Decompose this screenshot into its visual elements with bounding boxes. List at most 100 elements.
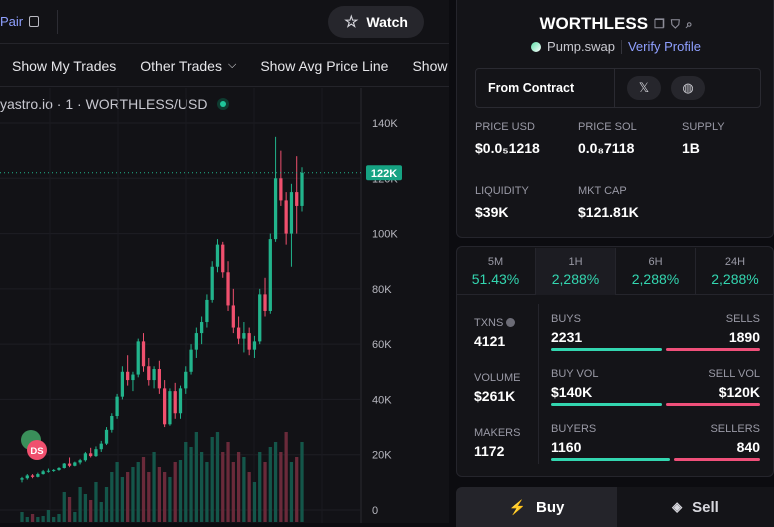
volume-bar xyxy=(242,457,246,522)
txns-value: 4121 xyxy=(474,333,506,349)
x-twitter-icon[interactable]: 𝕏 xyxy=(627,76,661,100)
volume-bar xyxy=(157,467,161,522)
timeframe-label: 6H xyxy=(648,256,663,268)
timeframe-1h[interactable]: 1H 2,288% xyxy=(536,248,616,295)
stat-label: MKT CAP xyxy=(578,185,627,197)
candle-body xyxy=(41,471,45,475)
volume-bar xyxy=(152,452,156,522)
chevron-down-icon: ⌵ xyxy=(227,59,237,71)
candle-body xyxy=(268,239,272,311)
pair-link[interactable]: Pair xyxy=(0,14,40,29)
volume-bar xyxy=(231,462,235,522)
buyers-bar xyxy=(551,458,670,461)
from-contract-button[interactable]: From Contract xyxy=(476,69,615,107)
sellers-value: 840 xyxy=(736,439,760,455)
candle-body xyxy=(57,467,61,470)
candle-body xyxy=(152,369,156,381)
stat-value: $39K xyxy=(475,204,509,220)
volume-bar xyxy=(173,462,177,522)
candle-body xyxy=(210,266,214,300)
volume-bar xyxy=(189,447,193,522)
candle-body xyxy=(295,192,299,206)
chart-toolbar: Show My Trades Other Trades ⌵ Show Avg Pr… xyxy=(0,45,449,87)
candle-body xyxy=(236,327,241,339)
watch-button[interactable]: ☆ Watch xyxy=(328,6,424,38)
timeframe-24h[interactable]: 24H 2,288% xyxy=(696,248,774,295)
buy-vol-value: $140K xyxy=(551,384,593,400)
candlestick-chart[interactable]: 140K120K100K80K60K40K20K0 122K DS xyxy=(0,88,449,523)
candle-body xyxy=(115,396,119,417)
token-sidebar: WORTHLESS ❐ ⛉ ⌕ Pump.swap Verify Profile… xyxy=(456,0,774,527)
verify-profile-link[interactable]: Verify Profile xyxy=(627,39,701,54)
volume-bar xyxy=(236,452,241,522)
volume-bar xyxy=(194,432,198,522)
volume-bar xyxy=(252,482,257,522)
candle-body xyxy=(20,478,24,480)
volume-bars xyxy=(20,432,304,522)
show-my-trades-button[interactable]: Show My Trades xyxy=(0,58,128,74)
candle-body xyxy=(147,366,151,381)
volume-bar xyxy=(168,477,172,522)
candle-body xyxy=(83,453,88,461)
price-tick-label: 140K xyxy=(372,118,398,130)
stat-label: SUPPLY xyxy=(682,121,725,133)
search-icon[interactable]: ⌕ xyxy=(685,16,693,31)
candle-body xyxy=(62,463,66,468)
chart-pane: Pair ☆ Watch Show My Trades Other Trades… xyxy=(0,0,449,523)
candle-body xyxy=(131,374,135,381)
buy-tab[interactable]: ⚡ Buy xyxy=(456,487,617,527)
symbol-label: yastro.io · 1 · WORTHLESS/USD xyxy=(0,96,208,112)
token-subtitle: Pump.swap Verify Profile xyxy=(457,39,774,54)
buyers-label: BUYERS xyxy=(551,423,597,435)
trade-marker-ds[interactable] xyxy=(27,440,47,460)
volume-bar xyxy=(178,460,183,522)
candle-body xyxy=(120,371,125,397)
candle-body xyxy=(300,172,304,206)
globe-icon[interactable]: ◍ xyxy=(671,76,705,100)
chart-topbar: Pair ☆ Watch xyxy=(0,0,449,44)
volume-bar xyxy=(184,442,188,522)
show-more-button[interactable]: Show xyxy=(400,58,449,74)
candle-body xyxy=(104,429,109,444)
candle-body xyxy=(141,341,146,367)
timeframe-5m[interactable]: 5M 51.43% xyxy=(456,248,536,295)
volume-bar xyxy=(273,442,278,522)
copy-icon[interactable]: ❐ xyxy=(654,17,665,31)
from-contract-label: From Contract xyxy=(488,81,575,95)
volume-bar xyxy=(215,432,220,522)
volume-bar xyxy=(89,500,93,522)
sell-tab[interactable]: ◈ Sell xyxy=(617,487,774,527)
volume-bar xyxy=(99,502,103,522)
volume-bar xyxy=(147,472,151,522)
price-tick-label: 40K xyxy=(372,394,392,406)
candle-body xyxy=(126,371,130,381)
sell-vol-value: $120K xyxy=(718,384,760,400)
volume-bar xyxy=(268,447,272,522)
show-avg-price-line-button[interactable]: Show Avg Price Line xyxy=(248,58,400,74)
volume-bar xyxy=(36,517,40,522)
volume-bar xyxy=(131,467,135,522)
buyers-value: 1160 xyxy=(551,439,582,455)
pair-label: Pair xyxy=(0,14,24,29)
candle-body xyxy=(221,244,225,273)
sellers-label: SELLERS xyxy=(710,423,760,435)
buy-vol-label: BUY VOL xyxy=(551,368,599,380)
token-title: WORTHLESS ❐ ⛉ ⌕ xyxy=(457,14,774,34)
volume-bar xyxy=(73,512,77,522)
stat-label: PRICE SOL xyxy=(578,121,637,133)
txns-label: TXNS xyxy=(474,317,516,329)
candle-body xyxy=(258,294,262,342)
candle-body xyxy=(99,443,103,450)
chart-grid xyxy=(0,88,361,523)
volume-bar xyxy=(279,452,283,522)
star-icon: ☆ xyxy=(344,14,359,31)
stat-label: LIQUIDITY xyxy=(475,185,529,197)
shield-icon[interactable]: ⛉ xyxy=(670,16,680,31)
timeframe-6h[interactable]: 6H 2,288% xyxy=(616,248,696,295)
candle-body xyxy=(94,449,98,457)
other-trades-dropdown[interactable]: Other Trades ⌵ xyxy=(128,58,248,74)
buys-label: BUYS xyxy=(551,313,581,325)
timeframe-value: 2,288% xyxy=(551,271,600,287)
volume-bar xyxy=(30,514,35,522)
price-sol-stat: PRICE SOL 0.0₈7118 xyxy=(578,121,637,156)
